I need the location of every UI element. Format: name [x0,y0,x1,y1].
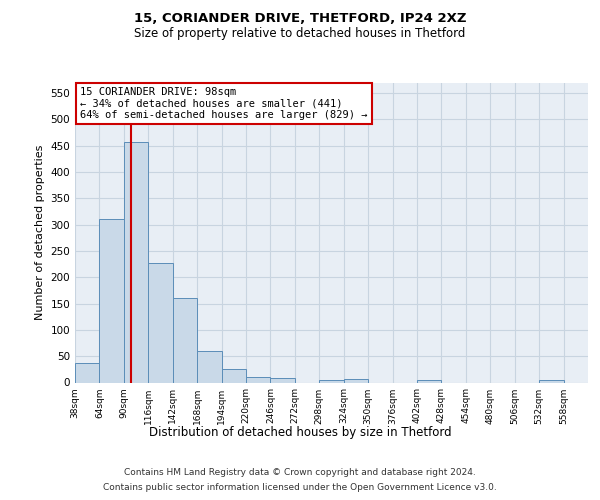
Bar [417,380,442,382]
Bar [75,362,100,382]
Text: Contains HM Land Registry data © Crown copyright and database right 2024.: Contains HM Land Registry data © Crown c… [124,468,476,477]
Y-axis label: Number of detached properties: Number of detached properties [35,145,45,320]
Bar [246,376,271,382]
Bar [221,370,246,382]
Text: 15, CORIANDER DRIVE, THETFORD, IP24 2XZ: 15, CORIANDER DRIVE, THETFORD, IP24 2XZ [134,12,466,26]
Text: Size of property relative to detached houses in Thetford: Size of property relative to detached ho… [134,28,466,40]
Bar [124,142,148,382]
Bar [271,378,295,382]
Bar [197,352,221,382]
Text: Contains public sector information licensed under the Open Government Licence v3: Contains public sector information licen… [103,483,497,492]
Bar [539,380,563,382]
Bar [344,380,368,382]
Text: Distribution of detached houses by size in Thetford: Distribution of detached houses by size … [149,426,451,439]
Text: 15 CORIANDER DRIVE: 98sqm
← 34% of detached houses are smaller (441)
64% of semi: 15 CORIANDER DRIVE: 98sqm ← 34% of detac… [80,87,368,120]
Bar [148,262,173,382]
Bar [173,298,197,382]
Bar [100,219,124,382]
Bar [319,380,344,382]
